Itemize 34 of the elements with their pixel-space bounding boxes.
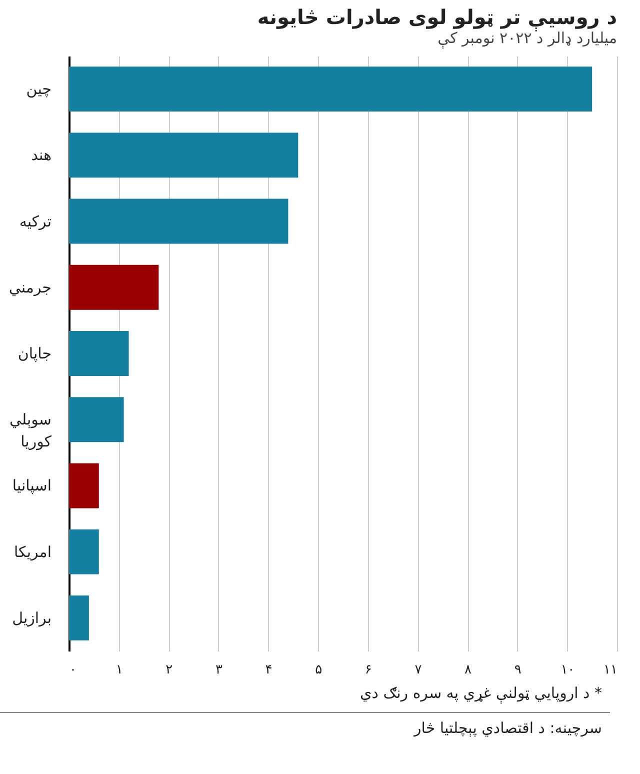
x-tick-label: ۹ <box>514 662 522 678</box>
bar <box>69 331 129 376</box>
bar <box>69 529 99 574</box>
bar <box>69 198 288 244</box>
x-tick-label: ۲ <box>166 662 173 678</box>
x-tick-label: ۱۰ <box>560 662 575 678</box>
x-tick-label: ۴ <box>265 662 272 678</box>
x-tick-label: ۵ <box>315 662 322 678</box>
y-tick-label: برازيل <box>12 608 52 627</box>
x-tick-label: ۷ <box>414 662 422 678</box>
x-tick-label: ۶ <box>364 662 372 678</box>
bar <box>69 595 89 640</box>
x-tick-label: ۳ <box>215 662 222 678</box>
y-tick-label: ترکيه <box>19 212 52 230</box>
y-tick-label: اسپانيا <box>12 476 52 495</box>
y-tick-label: جرمني <box>8 278 52 296</box>
y-tick-label: امريکا <box>14 542 52 561</box>
text: * د اروپايي ټولنې غړي په سره رنګ دي <box>359 683 603 706</box>
chart-title: د روسيې تر ټولو لوی صادرات څايونه <box>257 5 617 32</box>
bar <box>69 264 159 310</box>
y-tick-label: چين <box>26 80 52 98</box>
bar <box>69 463 99 508</box>
bar <box>69 66 592 112</box>
x-tick-label: ۱ <box>116 662 123 678</box>
chart-subtitle: ميليارد ډالر د ۲۰۲۲ نومبر کې <box>438 29 617 49</box>
text: سرچينه: د اقتصادي پېچلتيا څار <box>0 712 610 741</box>
y-tick-label: سوېلي کوريا <box>10 410 52 451</box>
y-tick-label: جاپان <box>18 344 52 362</box>
x-tick-label: ۰ <box>70 662 76 678</box>
bar <box>69 132 298 178</box>
bar <box>69 397 124 442</box>
x-tick-label: ۱۱ <box>604 662 618 678</box>
x-tick-label: ۸ <box>464 662 472 678</box>
y-tick-label: هند <box>31 146 52 164</box>
